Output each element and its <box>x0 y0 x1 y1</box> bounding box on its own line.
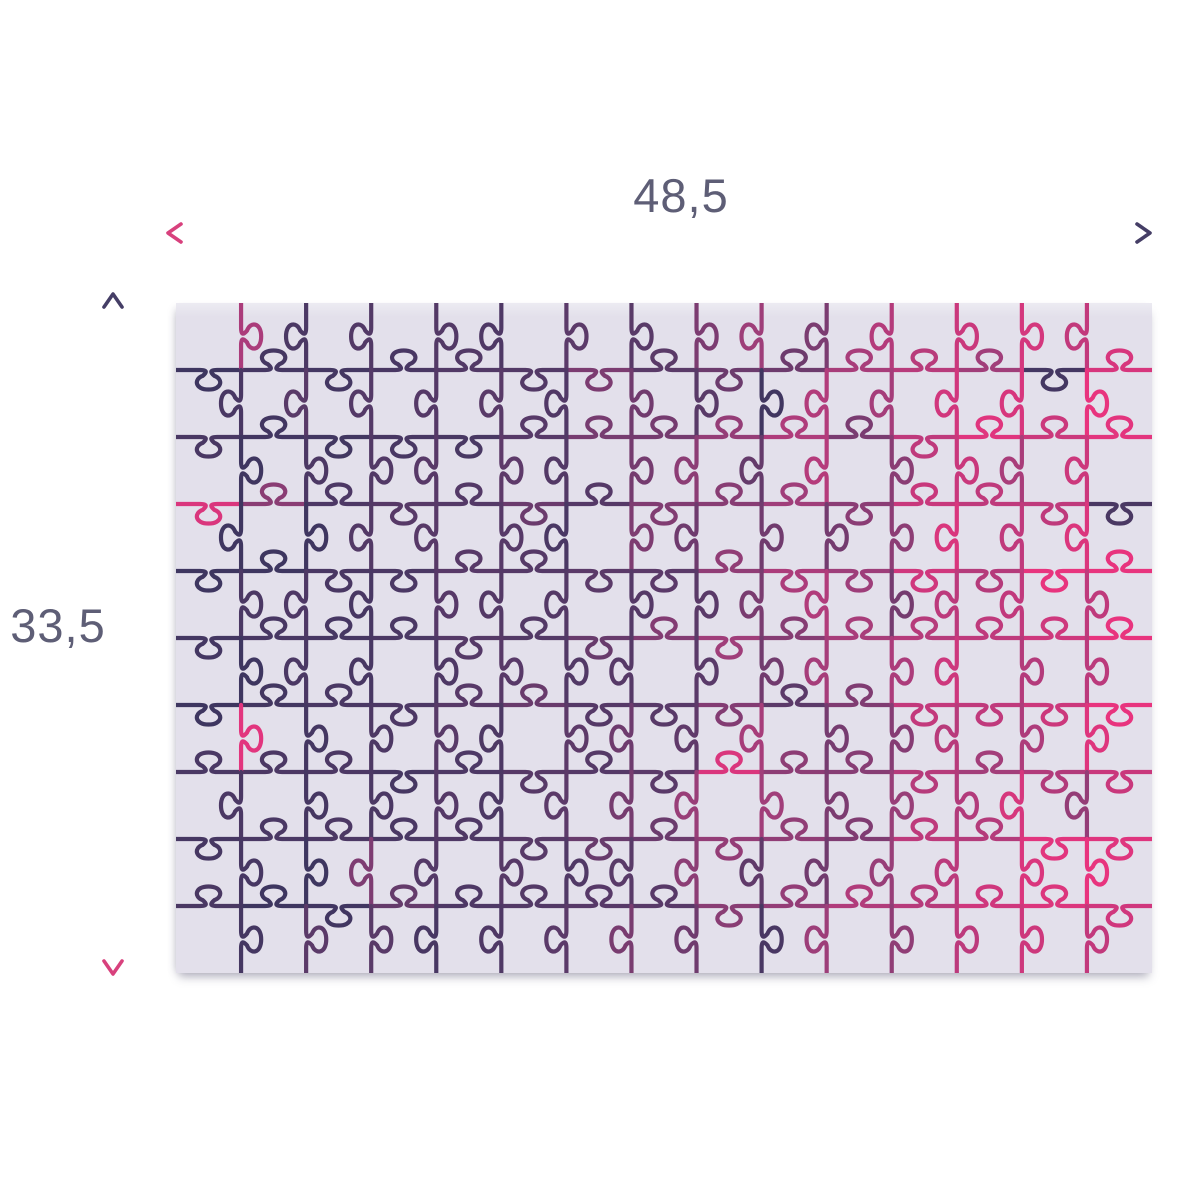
width-dimension-label: 48,5 <box>633 169 729 222</box>
height-dimension-label: 33,5 <box>10 599 106 652</box>
width-arrow-icon <box>162 220 1156 246</box>
height-arrow-icon <box>100 288 126 980</box>
puzzle-grid-svg <box>176 303 1152 973</box>
puzzle-image <box>176 303 1152 973</box>
